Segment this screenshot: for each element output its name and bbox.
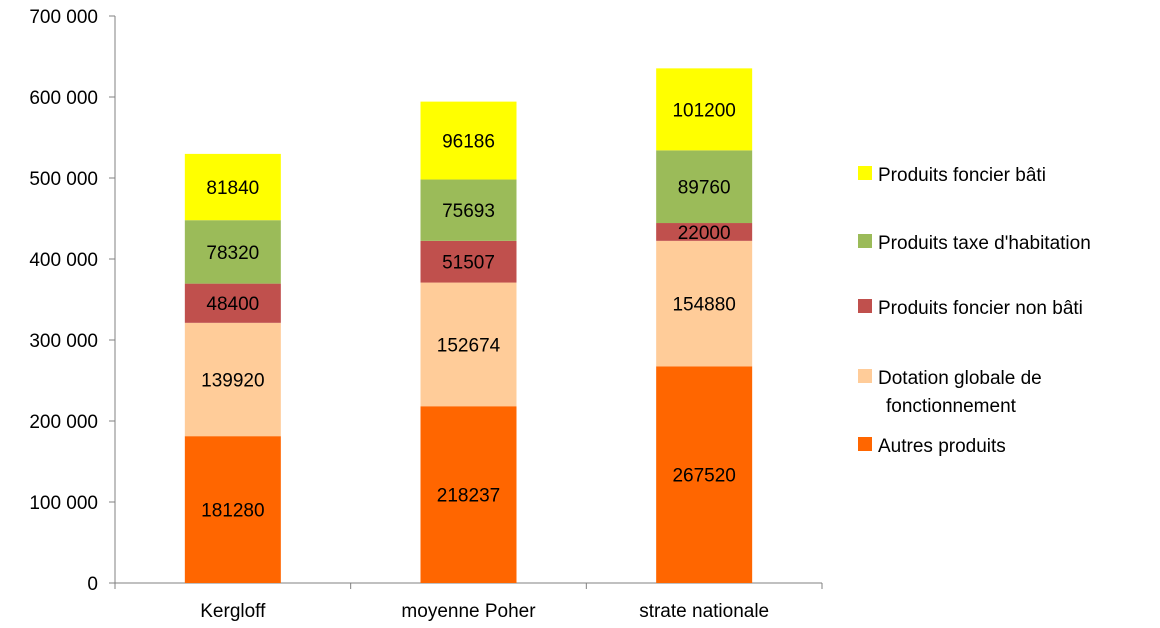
bar-segment — [420, 101, 517, 180]
y-tick-label: 100 000 — [29, 493, 98, 514]
bar-segment — [420, 240, 517, 283]
y-tick-label: 400 000 — [29, 250, 98, 271]
data-label: 154880 — [672, 295, 735, 316]
data-label: 96186 — [442, 132, 495, 153]
legend-label: Produits foncier non bâti — [878, 298, 1083, 319]
bar-segment — [656, 223, 753, 241]
bar-segment — [656, 68, 753, 151]
bar-segment — [420, 282, 517, 407]
y-tick-label: 0 — [87, 574, 98, 595]
bar-segment — [420, 406, 517, 583]
bar-segment — [184, 220, 281, 284]
data-label: 152674 — [437, 335, 501, 356]
bar-segment — [656, 150, 753, 224]
y-tick-label: 600 000 — [29, 88, 98, 109]
legend-label: Produits foncier bâti — [878, 165, 1046, 186]
data-label: 101200 — [672, 100, 735, 121]
x-category-label: moyenne Poher — [401, 601, 536, 622]
legend-label: Autres produits — [878, 436, 1006, 457]
data-label: 181280 — [201, 501, 264, 522]
bar-segment — [656, 240, 753, 367]
y-tick-label: 700 000 — [29, 7, 98, 28]
legend-swatch — [858, 234, 872, 248]
chart-bars — [184, 68, 753, 583]
y-tick-label: 300 000 — [29, 331, 98, 352]
bar-segment — [420, 179, 517, 241]
legend-swatch — [858, 166, 872, 180]
chart-data-labels: 181280 139920 48400 78320 81840 218237 152674 5… — [201, 100, 736, 521]
data-label: 48400 — [206, 294, 259, 315]
chart-axes: 0 100 000 200 000 300 000 400 000 500 000 600 … — [29, 7, 823, 622]
data-label: 51507 — [442, 253, 495, 274]
data-label: 267520 — [672, 466, 735, 487]
bar-segment — [656, 366, 753, 583]
bar-segment — [184, 153, 281, 221]
data-label: 75693 — [442, 201, 495, 222]
data-label: 218237 — [437, 486, 500, 507]
chart-legend: Produits foncier bâti Produits taxe d'hab… — [858, 165, 1091, 457]
y-tick-label: 200 000 — [29, 412, 98, 433]
bar-segment — [184, 283, 281, 323]
legend-swatch — [858, 437, 872, 451]
data-label: 78320 — [206, 243, 259, 264]
legend-swatch — [858, 299, 872, 313]
legend-swatch — [858, 369, 872, 383]
legend-label: fonctionnement — [886, 396, 1017, 417]
data-label: 22000 — [678, 223, 731, 244]
data-label: 81840 — [206, 178, 259, 199]
bar-segment — [184, 436, 281, 583]
legend-label: Dotation globale de — [878, 368, 1042, 389]
legend-label: Produits taxe d'habitation — [878, 233, 1091, 254]
x-category-label: strate nationale — [639, 601, 769, 622]
data-label: 89760 — [678, 178, 731, 199]
y-tick-label: 500 000 — [29, 169, 98, 190]
x-category-label: Kergloff — [200, 601, 266, 622]
data-label: 139920 — [201, 370, 264, 391]
bar-segment — [184, 322, 281, 437]
